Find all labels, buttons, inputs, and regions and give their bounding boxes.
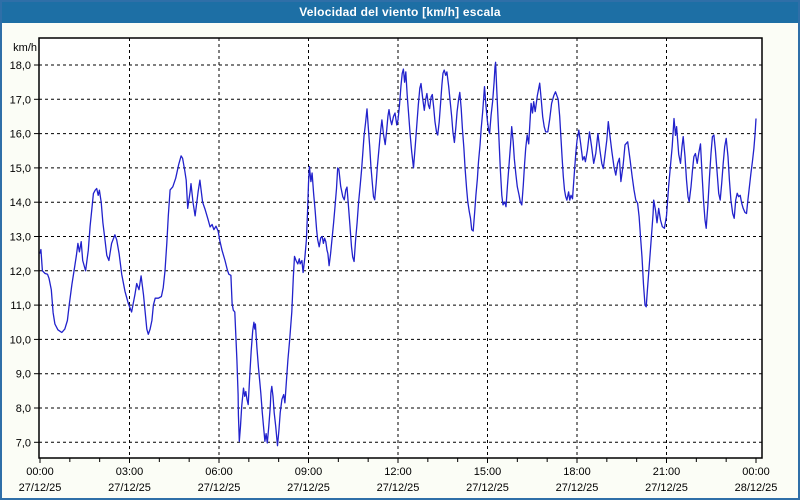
- y-tick-label: 14,0: [10, 197, 31, 209]
- y-tick-label: 13,0: [10, 232, 31, 244]
- wind-speed-series-line: [39, 61, 757, 447]
- y-tick-label: 7,0: [16, 437, 31, 449]
- y-tick-label: 17,0: [10, 94, 31, 106]
- chart-title-bar: Velocidad del viento [km/h] escala: [2, 2, 798, 23]
- x-tick-date-label: 28/12/25: [735, 482, 778, 494]
- x-tick-date-label: 27/12/25: [377, 482, 420, 494]
- y-tick-label: 12,0: [10, 266, 31, 278]
- y-tick-label: 9,0: [16, 369, 31, 381]
- x-tick-date-label: 27/12/25: [645, 482, 688, 494]
- x-tick-time-label: 15:00: [474, 466, 502, 478]
- x-tick-time-label: 09:00: [295, 466, 323, 478]
- x-tick-time-label: 12:00: [384, 466, 412, 478]
- x-tick-date-label: 27/12/25: [108, 482, 151, 494]
- x-tick-date-label: 27/12/25: [198, 482, 241, 494]
- x-tick-time-label: 03:00: [116, 466, 144, 478]
- x-tick-time-label: 06:00: [205, 466, 233, 478]
- y-tick-label: 15,0: [10, 163, 31, 175]
- y-tick-label: 10,0: [10, 334, 31, 346]
- x-tick-time-label: 21:00: [653, 466, 681, 478]
- y-axis-unit-label: km/h: [13, 42, 37, 54]
- x-tick-time-label: 00:00: [26, 466, 54, 478]
- y-tick-label: 16,0: [10, 129, 31, 141]
- x-tick-date-label: 27/12/25: [466, 482, 509, 494]
- y-tick-label: 18,0: [10, 60, 31, 72]
- chart-title: Velocidad del viento [km/h] escala: [299, 5, 501, 19]
- x-tick-date-label: 27/12/25: [556, 482, 599, 494]
- y-tick-label: 11,0: [10, 300, 31, 312]
- x-tick-date-label: 27/12/25: [19, 482, 62, 494]
- y-tick-label: 8,0: [16, 403, 31, 415]
- x-tick-date-label: 27/12/25: [287, 482, 330, 494]
- plot-area: [39, 38, 762, 458]
- x-tick-time-label: 00:00: [742, 466, 770, 478]
- x-tick-time-label: 18:00: [563, 466, 591, 478]
- plot-border: [38, 37, 763, 459]
